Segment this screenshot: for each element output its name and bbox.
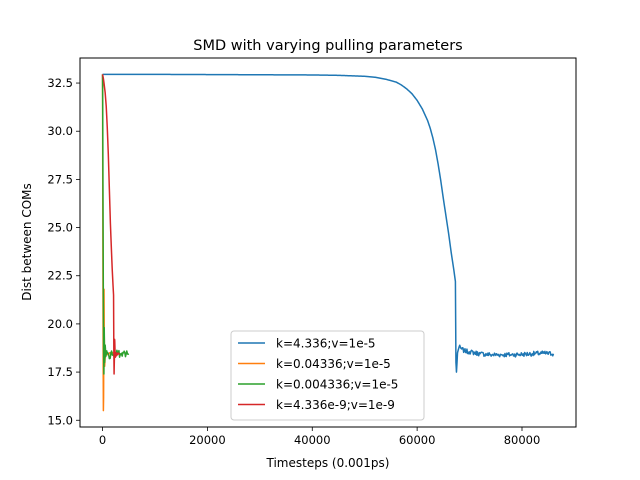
x-tick-label: 40000 <box>294 433 331 447</box>
x-tick-label: 60000 <box>399 433 436 447</box>
y-tick-label: 17.5 <box>47 365 73 379</box>
x-tick-label: 20000 <box>189 433 226 447</box>
y-tick-label: 32.5 <box>47 76 73 90</box>
series-line <box>101 74 121 375</box>
series-line <box>101 74 130 375</box>
x-axis: 0 20000 40000 60000 80000 <box>99 427 540 447</box>
y-axis-label: Dist between COMs <box>20 183 34 300</box>
series-layer <box>101 73 555 412</box>
y-tick-label: 27.5 <box>47 172 73 186</box>
chart-title: SMD with varying pulling parameters <box>193 38 463 54</box>
y-axis: 15.0 17.5 20.0 22.5 25.0 27.5 30.0 32.5 <box>47 76 80 427</box>
plot-frame <box>79 57 577 428</box>
legend-label: k=0.04336;v=1e-5 <box>276 357 391 371</box>
legend: k=4.336;v=1e-5 k=0.04336;v=1e-5 k=0.004336… <box>230 330 425 421</box>
x-tick-label: 80000 <box>504 433 541 447</box>
legend-box <box>230 330 425 421</box>
legend-label: k=0.004336;v=1e-5 <box>276 378 398 392</box>
y-tick-label: 15.0 <box>47 413 73 427</box>
x-tick-label: 0 <box>99 433 106 447</box>
series-line <box>102 73 555 373</box>
legend-label: k=4.336;v=1e-5 <box>276 337 376 351</box>
legend-label: k=4.336e-9;v=1e-9 <box>276 398 395 412</box>
y-tick-label: 25.0 <box>47 221 73 235</box>
y-tick-label: 20.0 <box>47 317 73 331</box>
y-tick-label: 22.5 <box>47 269 73 283</box>
y-tick-label: 30.0 <box>47 124 73 138</box>
x-axis-label: Timesteps (0.001ps) <box>266 456 390 470</box>
